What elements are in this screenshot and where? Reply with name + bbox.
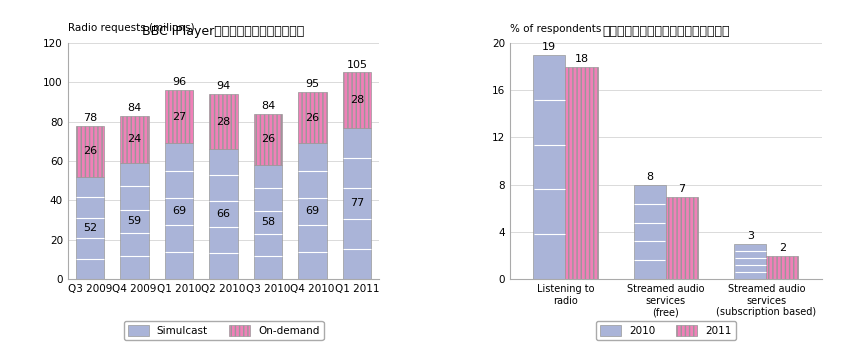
Bar xyxy=(253,165,282,279)
Text: 3: 3 xyxy=(747,231,754,241)
Bar xyxy=(209,94,238,149)
Bar xyxy=(767,256,799,279)
Text: 77: 77 xyxy=(350,198,364,208)
Bar xyxy=(298,92,327,143)
Text: 96: 96 xyxy=(172,77,186,87)
Text: 94: 94 xyxy=(216,81,230,91)
Title: 英国の音声インターネット利用の状況: 英国の音声インターネット利用の状況 xyxy=(602,25,729,38)
Text: 84: 84 xyxy=(127,103,141,113)
Bar xyxy=(209,149,238,279)
Bar xyxy=(534,55,565,279)
Text: 105: 105 xyxy=(346,59,368,69)
Text: Radio requests (milions): Radio requests (milions) xyxy=(68,23,194,33)
Bar xyxy=(253,114,282,165)
Title: BBC iPlayerにおけるラジオの聴取状況: BBC iPlayerにおけるラジオの聴取状況 xyxy=(142,25,305,38)
Bar xyxy=(120,163,149,279)
Text: 28: 28 xyxy=(350,95,364,105)
Bar xyxy=(734,244,767,279)
Text: 59: 59 xyxy=(127,216,141,226)
Text: 27: 27 xyxy=(172,112,186,122)
Legend: 2010, 2011: 2010, 2011 xyxy=(595,321,736,340)
Bar xyxy=(75,177,104,279)
Text: 66: 66 xyxy=(217,209,230,219)
Bar xyxy=(164,90,193,143)
Bar xyxy=(342,127,372,279)
Bar xyxy=(298,143,327,279)
Text: 95: 95 xyxy=(306,79,319,89)
Text: 26: 26 xyxy=(261,135,275,144)
Text: 26: 26 xyxy=(306,113,319,123)
Text: 2: 2 xyxy=(779,243,786,253)
Bar xyxy=(75,126,104,177)
Legend: Simulcast, On-demand: Simulcast, On-demand xyxy=(124,321,324,340)
Text: 19: 19 xyxy=(542,42,556,52)
Text: 8: 8 xyxy=(646,172,653,182)
Text: 24: 24 xyxy=(127,135,141,144)
Text: 18: 18 xyxy=(574,54,589,64)
Bar xyxy=(120,116,149,163)
Text: 28: 28 xyxy=(216,117,230,127)
Bar xyxy=(164,143,193,279)
Text: 78: 78 xyxy=(83,113,97,123)
Bar xyxy=(342,72,372,127)
Bar xyxy=(634,185,666,279)
Bar xyxy=(666,197,698,279)
Text: % of respondents: % of respondents xyxy=(510,24,601,34)
Text: 52: 52 xyxy=(83,223,97,233)
Bar xyxy=(565,67,597,279)
Text: 84: 84 xyxy=(261,101,275,111)
Text: 58: 58 xyxy=(261,217,275,227)
Text: 69: 69 xyxy=(172,206,186,216)
Text: 69: 69 xyxy=(306,206,319,216)
Text: 7: 7 xyxy=(678,184,685,194)
Text: 26: 26 xyxy=(83,146,97,156)
